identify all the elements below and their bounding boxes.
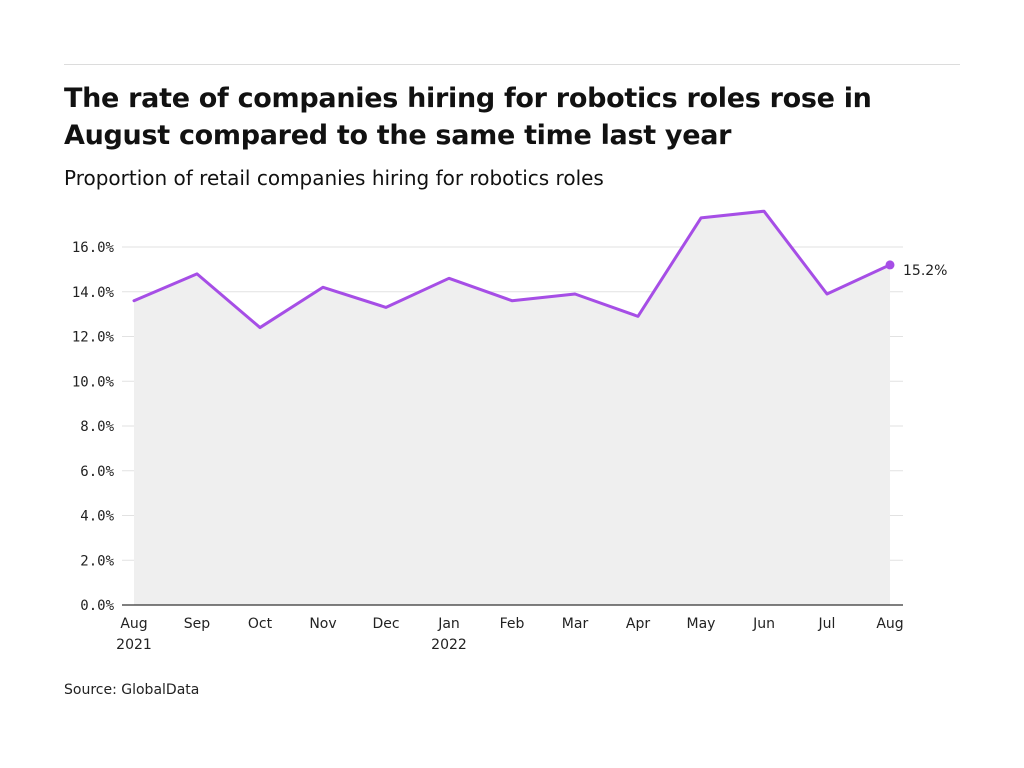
y-tick-label: 4.0% — [80, 509, 114, 525]
x-tick-label: Sep — [184, 616, 211, 632]
source-note: Source: GlobalData — [64, 682, 200, 698]
data-point — [511, 299, 514, 302]
chart-subtitle: Proportion of retail companies hiring fo… — [64, 166, 604, 190]
x-tick-label: Oct — [248, 616, 273, 632]
x-tick-label: Jul — [818, 616, 836, 632]
x-tick-label: Apr — [626, 616, 650, 632]
y-tick-label: 10.0% — [72, 374, 115, 390]
data-point — [826, 292, 829, 295]
series-line — [132, 209, 892, 330]
end-value-label: 15.2% — [903, 263, 947, 279]
x-axis-tick-labels: Aug 2021 Sep Oct Nov Dec Jan 2022 Feb Mar Apr May Ju… — [116, 616, 903, 653]
x-tick-label: Aug 2021 — [116, 616, 152, 653]
data-point — [133, 299, 136, 302]
series-line-layer — [132, 209, 892, 330]
x-tick-label: Aug — [876, 616, 903, 632]
data-point — [637, 315, 640, 318]
y-axis-tick-labels: 0.0% 2.0% 4.0% 6.0% 8.0% 10.0% 12.0% 14.0% 16.0% — [72, 240, 115, 614]
y-tick-label: 14.0% — [72, 285, 115, 301]
x-tick-label: Mar — [562, 616, 589, 632]
x-tick-label: Jan 2022 — [431, 616, 467, 653]
data-point — [700, 216, 703, 219]
y-tick-label: 6.0% — [80, 464, 114, 480]
x-tick-label: Jun — [752, 616, 775, 632]
area-fill — [134, 211, 890, 605]
end-point-marker — [885, 260, 895, 270]
x-tick-label: Dec — [372, 616, 399, 632]
data-point — [448, 277, 451, 280]
y-tick-label: 16.0% — [72, 240, 115, 256]
data-point — [196, 272, 199, 275]
top-divider — [64, 64, 960, 65]
y-tick-label: 12.0% — [72, 330, 115, 346]
end-marker-layer: 15.2% — [885, 260, 947, 279]
y-tick-label: 0.0% — [80, 598, 114, 614]
x-tick-label: Feb — [500, 616, 525, 632]
data-point — [322, 286, 325, 289]
x-tick-label: May — [687, 616, 716, 632]
area-fill-layer — [134, 211, 890, 605]
x-tick-label: Nov — [309, 616, 336, 632]
data-point — [259, 326, 262, 329]
y-tick-label: 2.0% — [80, 553, 114, 569]
data-point — [574, 292, 577, 295]
y-tick-label: 8.0% — [80, 419, 114, 435]
data-point — [385, 306, 388, 309]
data-point — [763, 210, 766, 213]
chart-title: The rate of companies hiring for robotic… — [64, 83, 872, 151]
